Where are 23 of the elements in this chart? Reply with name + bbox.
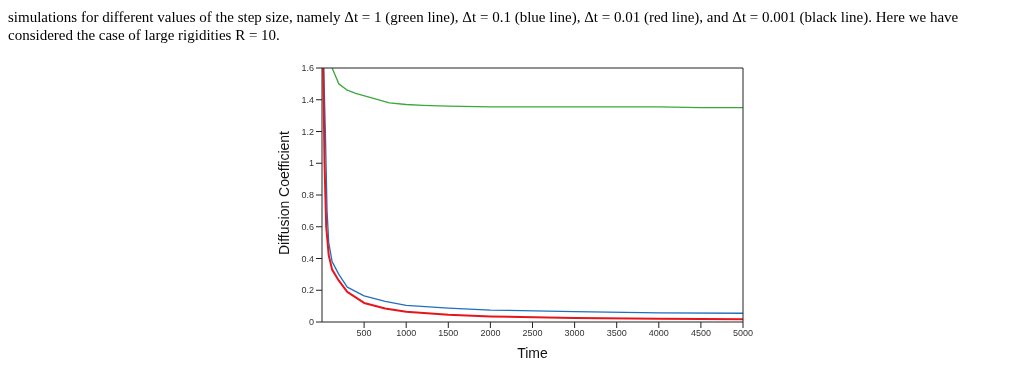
line-series: [331, 68, 743, 109]
x-tick-label: 4500: [690, 328, 711, 339]
y-tick-label: 1.6: [301, 63, 314, 74]
x-tick-label: 5000: [732, 328, 754, 339]
y-tick-label: 1.2: [301, 126, 314, 137]
x-tick-label: 1500: [438, 328, 459, 339]
y-tick-label: 0.6: [301, 221, 314, 232]
text: simulations for different values of the step size, namely Δt = 1 (green line), Δt = 0.1 (blue line), Δt = 0.01 (red line), and Δt = 0.001 (black line). Here we have considered the case of large rigidities R = 10.: [8, 8, 960, 44]
x-tick-label: 3000: [564, 328, 585, 339]
x-tick-label: 500: [356, 328, 372, 339]
x-tick-label: 1000: [396, 328, 417, 339]
y-tick-label: 0.8: [301, 190, 314, 201]
x-tick-label: 2500: [522, 328, 543, 339]
x-tick-label: 4000: [648, 328, 669, 339]
x-tick-label: 3500: [606, 328, 627, 339]
y-tick-label: 0.2: [301, 285, 314, 296]
y-tick-label: 0.4: [301, 253, 314, 264]
y-tick-label: 1: [308, 158, 314, 169]
y-tick-label: 0: [308, 317, 314, 328]
y-tick-label: 1.4: [301, 94, 314, 105]
x-axis-title: Time: [517, 345, 549, 361]
x-tick-label: 2000: [480, 328, 501, 339]
y-axis-title: Diffusion Coefficient: [275, 130, 292, 255]
